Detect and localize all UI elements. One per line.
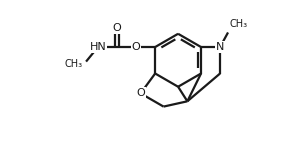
Text: N: N xyxy=(216,42,224,52)
Text: O: O xyxy=(113,24,122,34)
Text: O: O xyxy=(132,42,140,52)
Text: O: O xyxy=(136,88,145,98)
Text: HN: HN xyxy=(90,42,106,52)
Text: CH₃: CH₃ xyxy=(65,59,83,69)
Text: CH₃: CH₃ xyxy=(229,19,247,29)
